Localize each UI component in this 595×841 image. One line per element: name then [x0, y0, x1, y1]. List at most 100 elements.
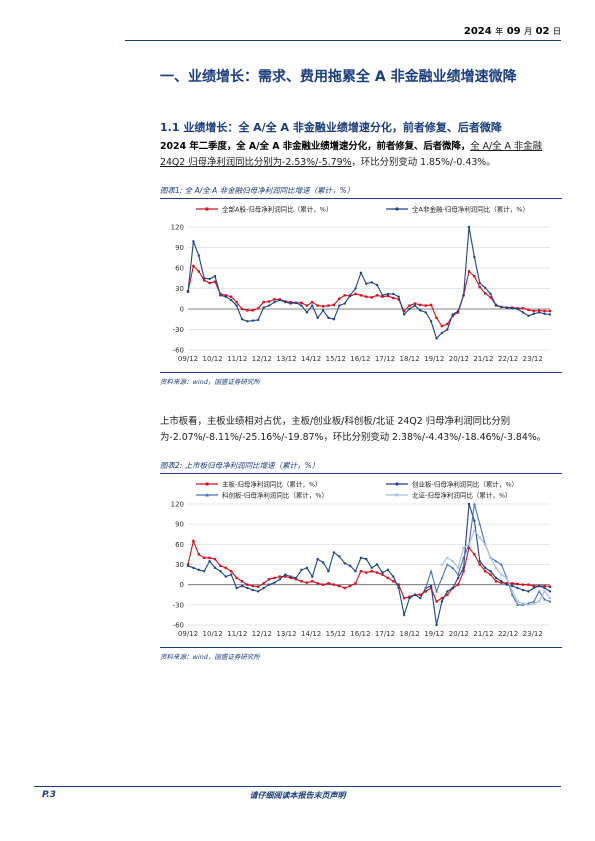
data-point: [440, 331, 444, 335]
data-point: [505, 306, 508, 309]
data-point: [386, 576, 390, 580]
data-point: [300, 301, 303, 305]
data-point: [489, 292, 492, 296]
data-point: [451, 566, 455, 569]
data-point: [273, 300, 276, 304]
x-tick-label: 23/12: [523, 630, 543, 638]
date-day-label: 日: [553, 27, 561, 36]
data-point: [327, 570, 330, 573]
data-point: [262, 582, 265, 585]
data-point: [224, 566, 228, 570]
data-point: [375, 294, 379, 297]
data-point: [321, 309, 325, 312]
data-point: [251, 309, 255, 312]
data-point: [354, 287, 357, 290]
data-point: [543, 309, 546, 313]
data-point: [343, 586, 346, 590]
x-tick-label: 15/12: [326, 355, 346, 363]
data-point: [278, 298, 282, 302]
data-point: [489, 570, 492, 573]
legend-label: 全A非金融-归母净利润同比（累计，%）: [412, 205, 529, 214]
data-point: [543, 584, 546, 588]
data-point: [219, 564, 222, 568]
data-point: [289, 576, 292, 580]
data-point: [440, 600, 444, 603]
data-point: [451, 559, 455, 563]
data-point: [548, 585, 552, 588]
data-point: [365, 282, 368, 285]
x-tick-label: 21/12: [473, 630, 493, 638]
data-point: [370, 566, 373, 570]
data-point: [478, 522, 482, 526]
data-point: [456, 573, 460, 576]
data-point: [219, 294, 222, 297]
data-point: [240, 580, 244, 583]
date-year: 2024: [463, 26, 492, 37]
data-point: [192, 539, 195, 543]
data-point: [462, 294, 465, 297]
data-point: [305, 581, 309, 584]
date-day: 02: [535, 26, 550, 37]
data-point: [451, 313, 454, 316]
data-point: [467, 502, 471, 506]
data-point: [440, 576, 444, 580]
section-heading: 一、业绩增长：需求、费用拖累全 A 非金融业绩增速微降: [160, 69, 517, 85]
data-point: [338, 555, 341, 558]
data-point: [500, 305, 503, 309]
data-point: [402, 613, 406, 617]
data-point: [527, 590, 530, 593]
data-point: [489, 296, 492, 299]
x-tick-label: 12/12: [252, 355, 272, 363]
data-point: [365, 295, 368, 298]
data-point: [408, 307, 411, 311]
y-tick-label: 120: [171, 501, 184, 509]
data-point: [370, 281, 373, 284]
data-point: [521, 602, 525, 605]
data-point: [494, 559, 498, 563]
data-point: [192, 566, 195, 570]
x-tick-label: 16/12: [350, 630, 370, 638]
data-point: [267, 578, 271, 581]
x-tick-label: 16/12: [350, 355, 370, 363]
data-point: [500, 580, 503, 583]
data-point: [548, 596, 552, 600]
data-point: [224, 575, 228, 578]
legend-marker: [395, 482, 399, 486]
data-point: [478, 281, 481, 285]
data-point: [489, 556, 493, 560]
data-point: [548, 309, 552, 313]
data-point: [419, 303, 422, 307]
y-tick-label: 120: [171, 224, 184, 232]
data-point: [267, 583, 271, 586]
data-point: [446, 328, 449, 331]
data-point: [462, 546, 466, 550]
data-point: [230, 295, 233, 298]
data-point: [375, 283, 379, 287]
x-tick-label: 20/12: [449, 355, 469, 363]
x-tick-label: 13/12: [276, 355, 296, 363]
x-tick-label: 11/12: [227, 630, 247, 638]
data-point: [289, 300, 292, 304]
data-point: [392, 296, 395, 300]
data-point: [273, 298, 276, 301]
data-point: [386, 292, 390, 296]
data-point: [257, 585, 260, 588]
data-point: [516, 586, 519, 590]
data-point: [478, 559, 481, 563]
x-tick-label: 22/12: [498, 630, 518, 638]
legend-label: 北证-归母净利润同比（累计，%）: [412, 491, 512, 500]
data-point: [440, 563, 444, 566]
data-point: [375, 571, 379, 574]
data-point: [219, 570, 222, 573]
data-point: [300, 580, 303, 583]
data-point: [386, 294, 390, 298]
data-point: [408, 595, 411, 598]
data-point: [294, 576, 298, 580]
data-point: [278, 578, 282, 581]
data-point: [240, 307, 244, 311]
data-point: [370, 570, 373, 573]
data-point: [456, 583, 460, 586]
data-point: [494, 576, 498, 580]
data-point: [478, 285, 481, 289]
data-point: [208, 281, 211, 285]
